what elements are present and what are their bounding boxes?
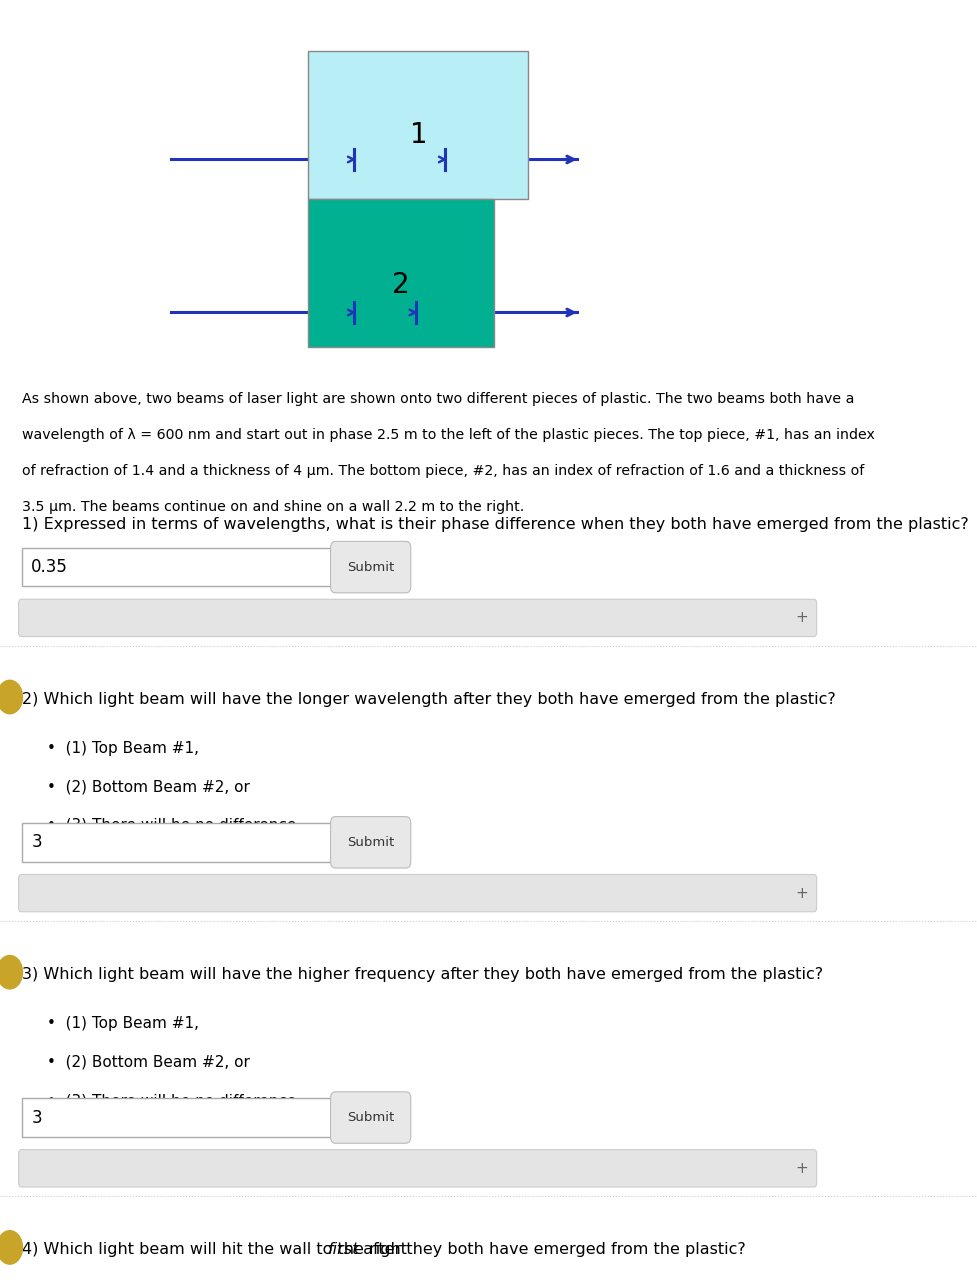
FancyBboxPatch shape <box>330 541 410 593</box>
Text: wavelength of λ = 600 nm and start out in phase 2.5 m to the left of the plastic: wavelength of λ = 600 nm and start out i… <box>21 428 873 442</box>
Bar <box>21 823 344 862</box>
Text: As shown above, two beams of laser light are shown onto two different pieces of : As shown above, two beams of laser light… <box>21 392 853 406</box>
Text: 3) Which light beam will have the higher frequency after they both have emerged : 3) Which light beam will have the higher… <box>21 967 822 983</box>
Text: •  (2) Bottom Beam #2, or: • (2) Bottom Beam #2, or <box>47 1055 249 1070</box>
Text: +: + <box>794 1161 808 1175</box>
Circle shape <box>0 680 22 714</box>
Text: 3.5 μm. The beams continue on and shine on a wall 2.2 m to the right.: 3.5 μm. The beams continue on and shine … <box>21 500 524 514</box>
FancyBboxPatch shape <box>330 1092 410 1143</box>
Text: 1: 1 <box>409 121 427 149</box>
Bar <box>308 199 493 347</box>
Text: +: + <box>794 611 808 625</box>
Bar <box>21 1098 344 1137</box>
Text: 3: 3 <box>31 1109 42 1127</box>
FancyBboxPatch shape <box>19 1150 816 1187</box>
Text: first: first <box>328 1242 360 1258</box>
Text: Submit: Submit <box>347 836 394 849</box>
Text: •  (3) There will be no difference: • (3) There will be no difference <box>47 1093 296 1109</box>
Text: •  (1) Top Beam #1,: • (1) Top Beam #1, <box>47 741 198 756</box>
Text: 4) Which light beam will hit the wall to the right: 4) Which light beam will hit the wall to… <box>21 1242 411 1258</box>
Text: 1) Expressed in terms of wavelengths, what is their phase difference when they b: 1) Expressed in terms of wavelengths, wh… <box>21 517 967 532</box>
FancyBboxPatch shape <box>330 817 410 868</box>
Text: 2: 2 <box>392 271 409 300</box>
FancyBboxPatch shape <box>19 874 816 912</box>
Bar <box>308 51 528 199</box>
Text: Submit: Submit <box>347 1111 394 1124</box>
Circle shape <box>0 955 22 989</box>
Bar <box>21 548 344 586</box>
Text: •  (3) There will be no difference: • (3) There will be no difference <box>47 818 296 833</box>
Text: 3: 3 <box>31 833 42 851</box>
Text: •  (1) Top Beam #1,: • (1) Top Beam #1, <box>47 1016 198 1031</box>
Text: of refraction of 1.4 and a thickness of 4 µm. The bottom piece, #2, has an index: of refraction of 1.4 and a thickness of … <box>21 464 863 478</box>
FancyBboxPatch shape <box>19 599 816 637</box>
Text: 0.35: 0.35 <box>31 558 68 576</box>
Text: +: + <box>794 886 808 900</box>
Text: 2) Which light beam will have the longer wavelength after they both have emerged: 2) Which light beam will have the longer… <box>21 692 834 707</box>
Text: Submit: Submit <box>347 561 394 574</box>
Text: after they both have emerged from the plastic?: after they both have emerged from the pl… <box>359 1242 745 1258</box>
Text: •  (2) Bottom Beam #2, or: • (2) Bottom Beam #2, or <box>47 779 249 795</box>
Circle shape <box>0 1231 22 1264</box>
